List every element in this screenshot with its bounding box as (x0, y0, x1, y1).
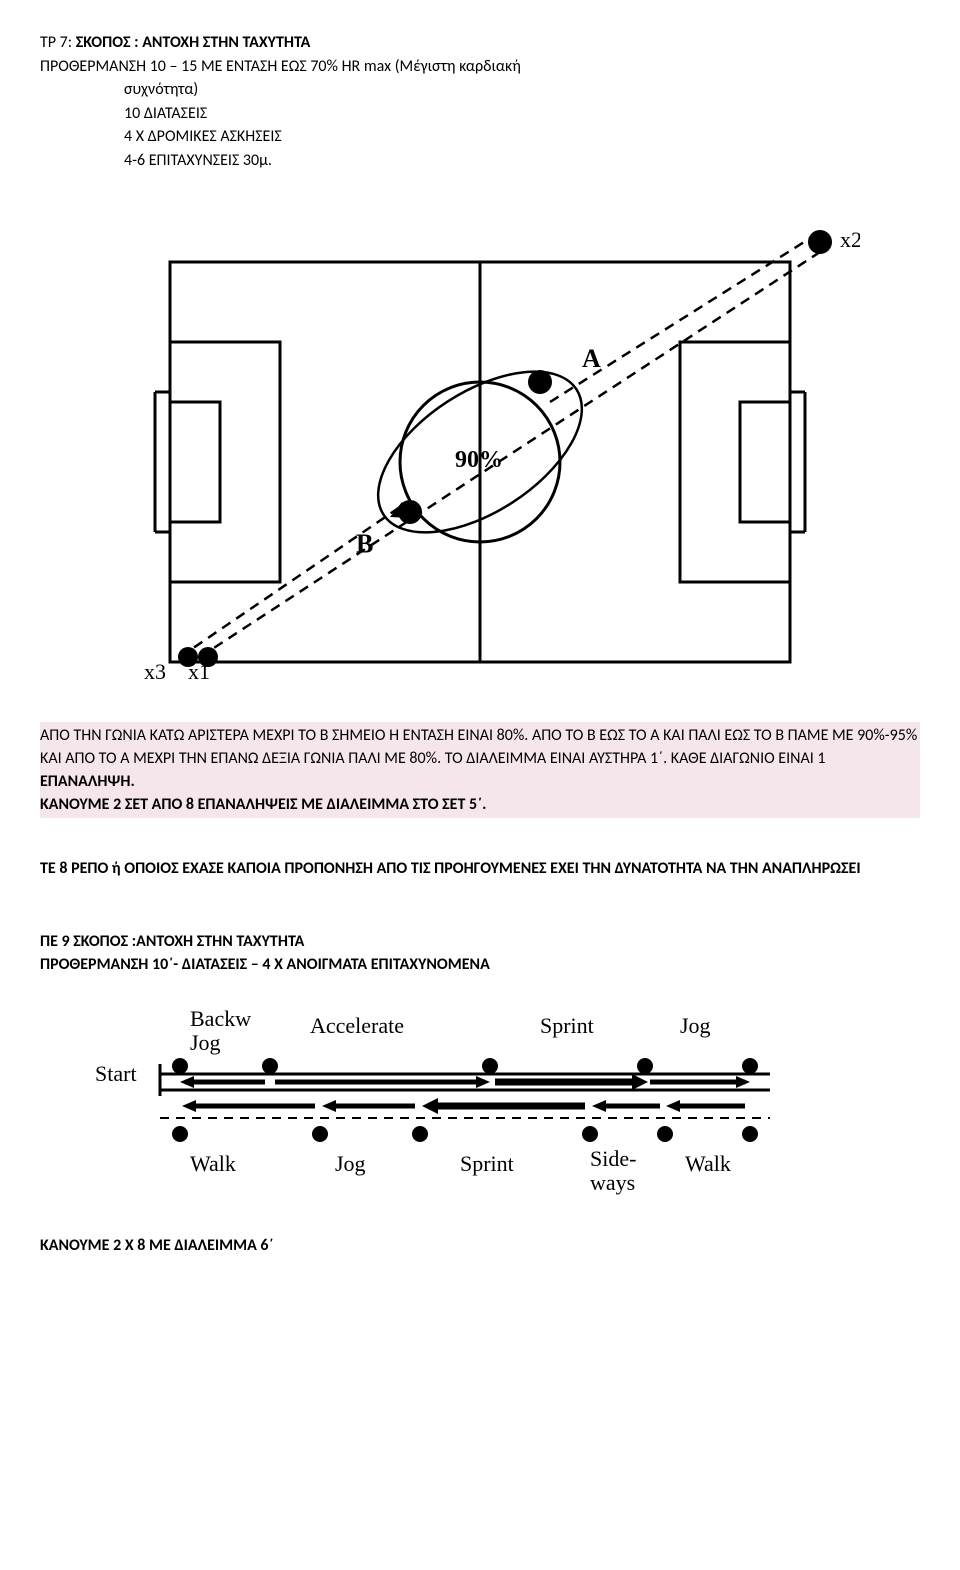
pe9-line2: ΠΡΟΘΕΡΜΑΝΣΗ 10΄- ΔΙΑΤΑΣΕΙΣ – 4 Χ ΑΝΟΙΓΜΑ… (40, 954, 920, 976)
lbl-jog2: Jog (680, 1013, 711, 1038)
header-line-3: συχνότητα) (40, 79, 920, 101)
label-B: Β (356, 529, 373, 558)
header-title: ΣΚΟΠΟΣ : ΑΝΤΟΧΗ ΣΤΗΝ ΤΑΧΥΤΗΤΑ (76, 33, 311, 52)
label-x3: x3 (144, 659, 166, 684)
lbl-sprint2: Sprint (460, 1151, 514, 1176)
highlight-paragraph: ΑΠΟ ΤΗΝ ΓΩΝΙΑ ΚΑΤΩ ΑΡΙΣΤΕΡΑ ΜΕΧΡΙ ΤΟ Β Σ… (40, 722, 920, 819)
track-diagram-svg: Backw Jog Accelerate Sprint Jog Start Wa… (90, 1006, 810, 1206)
label-x2: x2 (840, 227, 860, 252)
label-pct: 90% (455, 447, 503, 473)
header-line-5: 4 Χ ΔΡΟΜΙΚΕΣ ΑΣΚΗΣΕΙΣ (40, 126, 920, 148)
lbl-backw: Backw (190, 1006, 251, 1031)
pe9-line1: ΠΕ 9 ΣΚΟΠΟΣ :ΑΝΤΟΧΗ ΣΤΗΝ ΤΑΧΥΤΗΤΑ (40, 931, 920, 953)
lbl-sprint: Sprint (540, 1013, 594, 1038)
highlight-text: ΑΠΟ ΤΗΝ ΓΩΝΙΑ ΚΑΤΩ ΑΡΙΣΤΕΡΑ ΜΕΧΡΙ ΤΟ Β Σ… (40, 726, 917, 768)
header-line-1: ΤΡ 7: ΣΚΟΠΟΣ : ΑΝΤΟΧΗ ΣΤΗΝ ΤΑΧΥΤΗΤΑ (40, 32, 920, 54)
header-line-6: 4-6 ΕΠΙΤΑΧΥΝΣΕΙΣ 30μ. (40, 150, 920, 172)
field-diagram-svg: x2 Α 90% Β x3 x1 (100, 212, 860, 692)
highlight-bold1: ΕΠΑΝΑΛΗΨΗ. (40, 772, 135, 791)
lbl-side: Side- (590, 1146, 636, 1171)
header-line-4: 10 ΔΙΑΤΑΣΕΙΣ (40, 103, 920, 125)
track-diagram: Backw Jog Accelerate Sprint Jog Start Wa… (90, 1006, 920, 1206)
lbl-walk1: Walk (190, 1151, 236, 1176)
lbl-walk2: Walk (685, 1151, 731, 1176)
field-diagram: x2 Α 90% Β x3 x1 (100, 212, 920, 692)
lbl-start: Start (95, 1061, 137, 1086)
footer-text: ΚΑΝΟΥΜΕ 2 Χ 8 ΜΕ ΔΙΑΛΕΙΜΜΑ 6΄ (40, 1236, 920, 1255)
label-A: Α (582, 344, 601, 373)
highlight-bold2: ΚΑΝΟΥΜΕ 2 ΣΕΤ ΑΠΟ 8 ΕΠΑΝΑΛΗΨΕΙΣ ΜΕ ΔΙΑΛΕ… (40, 795, 486, 814)
lbl-accel: Accelerate (310, 1013, 404, 1038)
te8-block: ΤΕ 8 ΡΕΠΟ ή ΟΠΟΙΟΣ ΕΧΑΣΕ ΚΑΠΟΙΑ ΠΡΟΠΟΝΗΣ… (40, 858, 920, 880)
lbl-jog1: Jog (190, 1030, 221, 1055)
header-line-2: ΠΡΟΘΕΡΜΑΝΣΗ 10 – 15 ΜΕ ΕΝΤΑΣΗ ΕΩΣ 70% HR… (40, 56, 920, 78)
lbl-jog3: Jog (335, 1151, 366, 1176)
header-prefix: ΤΡ 7: (40, 33, 76, 52)
label-x1: x1 (188, 659, 210, 684)
lbl-ways: ways (590, 1170, 635, 1195)
